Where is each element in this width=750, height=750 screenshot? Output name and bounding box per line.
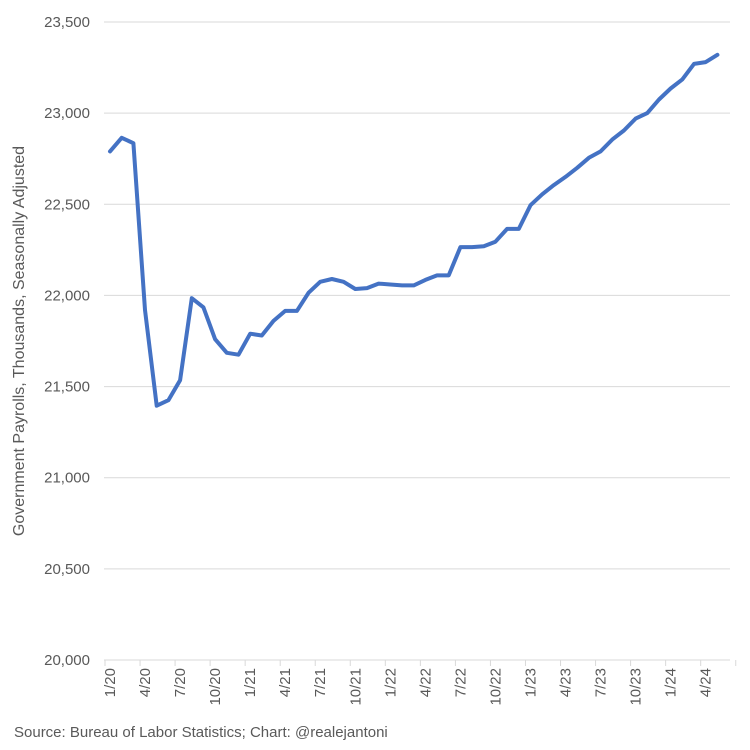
x-axis bbox=[104, 659, 737, 666]
x-tick-label: 7/23 bbox=[593, 668, 610, 697]
y-tick-label: 22,000 bbox=[44, 287, 90, 304]
x-tick-label: 4/23 bbox=[558, 668, 575, 697]
x-tick-label: 10/21 bbox=[347, 668, 364, 706]
y-tick-label: 23,000 bbox=[44, 105, 90, 122]
x-tick-label: 7/20 bbox=[172, 668, 189, 697]
x-tick-label: 4/21 bbox=[277, 668, 294, 697]
x-tick-label: 1/20 bbox=[102, 668, 119, 697]
x-tick-label: 7/22 bbox=[452, 668, 469, 697]
x-tick-label: 4/20 bbox=[137, 668, 154, 697]
y-axis-label: Government Payrolls, Thousands, Seasonal… bbox=[11, 146, 28, 536]
source-footnote: Source: Bureau of Labor Statistics; Char… bbox=[14, 724, 388, 741]
x-tick-label: 4/24 bbox=[698, 668, 715, 697]
y-tick-label: 21,500 bbox=[44, 379, 90, 396]
x-tick-label: 10/23 bbox=[628, 668, 645, 706]
x-tick-label: 4/22 bbox=[417, 668, 434, 697]
y-axis-ticks: 20,000 20,500 21,000 21,500 22,000 22,500 23,0… bbox=[44, 14, 90, 669]
y-tick-label: 22,500 bbox=[44, 196, 90, 213]
x-tick-label: 1/22 bbox=[382, 668, 399, 697]
y-tick-label: 21,000 bbox=[44, 470, 90, 487]
y-tick-label: 23,500 bbox=[44, 14, 90, 31]
x-tick-label: 10/22 bbox=[487, 668, 504, 706]
x-tick-label: 1/23 bbox=[522, 668, 539, 697]
series-line-government-payrolls bbox=[108, 52, 720, 408]
gridlines bbox=[104, 21, 730, 570]
x-tick-label: 1/21 bbox=[242, 668, 259, 697]
x-tick-label: 10/20 bbox=[207, 668, 224, 706]
x-tick-label: 1/24 bbox=[663, 668, 680, 697]
y-tick-label: 20,500 bbox=[44, 561, 90, 578]
y-tick-label: 20,000 bbox=[44, 652, 90, 669]
x-axis-ticks: 1/20 4/20 7/20 10/20 1/21 4/21 7/21 10/21 1/22 4/… bbox=[102, 668, 715, 706]
series bbox=[108, 52, 720, 408]
x-tick-label: 7/21 bbox=[312, 668, 329, 697]
